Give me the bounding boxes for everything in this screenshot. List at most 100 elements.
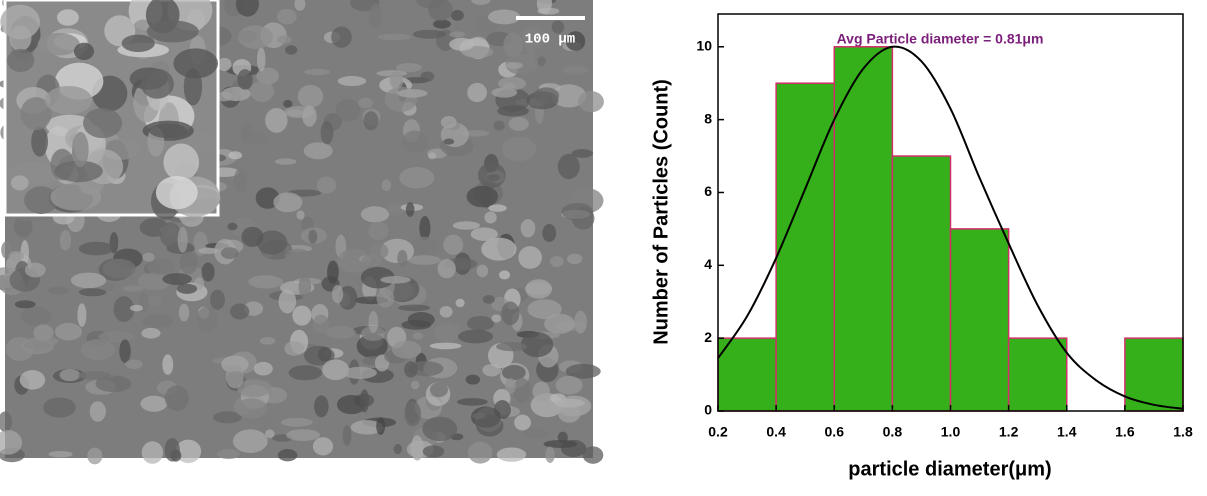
grain [419,216,430,240]
grain [31,127,48,157]
grain [451,323,460,333]
grain [156,176,198,209]
grain [48,286,69,294]
grain [338,76,366,86]
grain [404,361,417,377]
grain [563,66,589,75]
grain [71,273,106,289]
grain [217,449,240,459]
grain [550,256,564,267]
grain [430,343,462,350]
grain [7,49,34,72]
grain [364,111,379,130]
grain [501,301,519,325]
grain [149,124,187,138]
annotation: Avg Particle diameter = 0.81μm [837,31,1044,47]
grain [254,362,273,376]
grain [241,122,253,144]
y-tick-label: 0 [704,402,712,418]
grain [119,339,130,363]
grain [422,417,457,441]
grain [376,289,394,308]
grain [514,415,531,431]
grain [554,399,585,408]
grain [165,385,189,411]
grain [376,417,385,435]
grain [481,238,516,261]
grain [561,203,593,221]
grain [178,227,188,253]
grain [226,365,244,388]
grain [221,247,238,259]
bar [1009,338,1067,411]
grain [430,382,448,397]
grain [20,370,46,390]
grain [411,381,420,390]
grain [308,230,317,244]
grain [394,444,402,454]
grain [368,222,388,240]
grain [273,192,302,212]
grain [358,174,366,198]
grain [491,314,501,322]
grain [125,359,143,369]
grain [292,305,311,325]
scale-bar-label: 100 μm [525,32,575,48]
grain [317,177,336,194]
grain [497,447,526,461]
grain [453,221,480,229]
grain [471,227,498,240]
grain [421,71,435,81]
grain [544,440,578,448]
grain [382,179,391,191]
grain [518,246,542,269]
grain [402,131,428,153]
grain [413,30,446,39]
grain [233,429,268,453]
grain [286,429,320,441]
y-tick-label: 10 [696,37,712,53]
grain [79,242,114,256]
grain [147,20,199,42]
grain [163,305,171,313]
grain [228,223,238,231]
grain [238,25,273,48]
grain [304,142,333,159]
grain [325,326,356,339]
grain [38,33,80,56]
grain [74,43,94,60]
grain [90,401,106,422]
grain [277,35,292,43]
grain [79,288,106,296]
grain [458,330,493,344]
grain [286,110,302,117]
grain [468,442,493,464]
grain [177,284,197,294]
grain [497,106,529,117]
grain [484,212,496,224]
grain [148,295,162,306]
grain [503,33,522,58]
grain [322,359,349,380]
grain [331,26,352,47]
grain [499,270,510,279]
sem-image: 100 μm [0,0,604,464]
grain [487,174,500,181]
grain [451,10,464,21]
grain [444,139,455,145]
grain [488,204,506,211]
grain [83,108,122,138]
grain [396,63,422,72]
grain [130,305,143,312]
grain [558,154,580,179]
grain [449,38,474,51]
grain [398,304,430,311]
grain [387,203,405,215]
grain [140,396,167,412]
grain [332,285,343,303]
grain [81,339,115,360]
grain [10,26,32,51]
grain [228,151,242,159]
grain [179,304,189,322]
grain [321,121,334,145]
